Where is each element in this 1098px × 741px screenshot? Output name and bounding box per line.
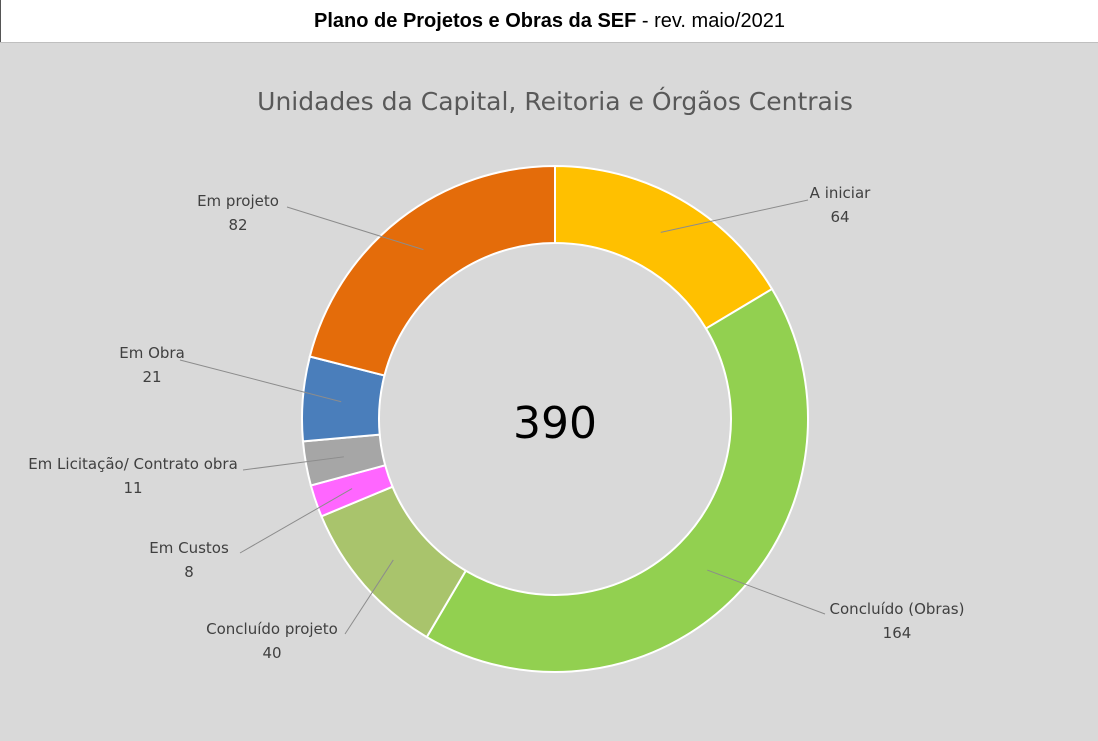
- chart-title: Unidades da Capital, Reitoria e Órgãos C…: [257, 86, 853, 116]
- data-label-em-licitacao-contrato-obra: Em Licitação/ Contrato obra: [28, 455, 238, 473]
- leader-line-em-obra: [179, 359, 342, 403]
- data-value-em-obra: 21: [142, 368, 161, 386]
- header-title-rest: - rev. maio/2021: [636, 10, 785, 32]
- header-title: Plano de Projetos e Obras da SEF - rev. …: [0, 0, 1098, 42]
- data-label-em-projeto: Em projeto: [197, 192, 279, 210]
- header-title-bold: Plano de Projetos e Obras da SEF: [314, 10, 637, 32]
- data-value-em-projeto: 82: [228, 216, 247, 234]
- leader-line-em-projeto: [286, 206, 424, 251]
- leader-line-em-licitacao-contrato-obra: [242, 456, 344, 471]
- center-total-label: 390: [513, 398, 597, 449]
- leader-line-em-custos: [239, 488, 353, 554]
- data-label-concluido-obras: Concluído (Obras): [830, 600, 965, 618]
- leader-line-concluido-obras: [707, 569, 826, 615]
- data-value-em-custos: 8: [184, 563, 194, 581]
- data-value-concluido-obras: 164: [883, 624, 912, 642]
- data-value-em-licitacao-contrato-obra: 11: [123, 479, 142, 497]
- leader-line-a-iniciar: [660, 199, 809, 233]
- data-label-em-obra: Em Obra: [119, 344, 185, 362]
- data-label-concluido-projeto: Concluído projeto: [206, 620, 338, 638]
- leader-line-concluido-projeto: [344, 559, 394, 635]
- slice-em-projeto: [308, 164, 556, 377]
- data-value-a-iniciar: 64: [830, 208, 849, 226]
- data-label-em-custos: Em Custos: [149, 539, 229, 557]
- data-value-concluido-projeto: 40: [262, 644, 281, 662]
- data-label-a-iniciar: A iniciar: [810, 184, 871, 202]
- slice-a-iniciar: [554, 164, 774, 330]
- slice-concluido-obras: [425, 287, 809, 673]
